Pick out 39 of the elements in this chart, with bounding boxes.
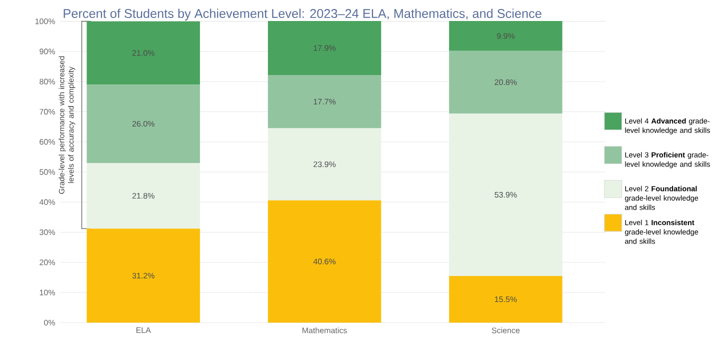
y-tick-label: 20%: [40, 260, 56, 266]
bar: [268, 74, 382, 128]
x-tick-label: ELA: [136, 327, 151, 333]
bar: [86, 162, 200, 229]
bar: [268, 200, 382, 323]
bar: [449, 276, 562, 323]
y-tick-label: 10%: [40, 290, 56, 296]
data-label: 23.9%: [314, 161, 336, 168]
data-label: 17.9%: [314, 45, 336, 51]
bar: [268, 128, 382, 200]
y-tick-label: 50%: [40, 169, 56, 175]
chart-title: Percent of Students by Achievement Level: 2023–24 ELA, Mathematics, and Science: [64, 8, 542, 21]
x-tick-label: Mathematics: [302, 327, 347, 334]
data-label: 31.2%: [132, 272, 154, 278]
data-label: 15.5%: [494, 296, 517, 302]
data-label: 9.9%: [496, 33, 515, 39]
bar: [268, 21, 382, 75]
y-tick-label: 30%: [40, 229, 56, 236]
y-tick-label: 90%: [40, 48, 56, 54]
y-tick-label: 0%: [44, 320, 56, 326]
data-label: 17.7%: [314, 98, 336, 104]
y-tick-label: 40%: [39, 199, 56, 205]
y-tick-label: 80%: [40, 78, 56, 84]
y-tick-label: 70%: [40, 108, 56, 115]
data-label: 40.6%: [313, 258, 336, 264]
data-label: 53.9%: [494, 192, 517, 198]
data-label: 20.8%: [494, 79, 517, 86]
x-tick-label: Science: [492, 327, 520, 334]
bar: [449, 50, 562, 114]
data-label: 26.0%: [132, 120, 154, 127]
bar: [86, 21, 200, 85]
bar: [449, 114, 562, 276]
data-label: 21.0%: [132, 50, 154, 56]
bar: [86, 228, 200, 323]
y-tick-label: 60%: [40, 139, 56, 145]
y-tick-label: 100%: [35, 18, 56, 24]
bar: [449, 21, 562, 51]
data-label: 21.8%: [132, 192, 154, 199]
bar: [86, 84, 200, 163]
